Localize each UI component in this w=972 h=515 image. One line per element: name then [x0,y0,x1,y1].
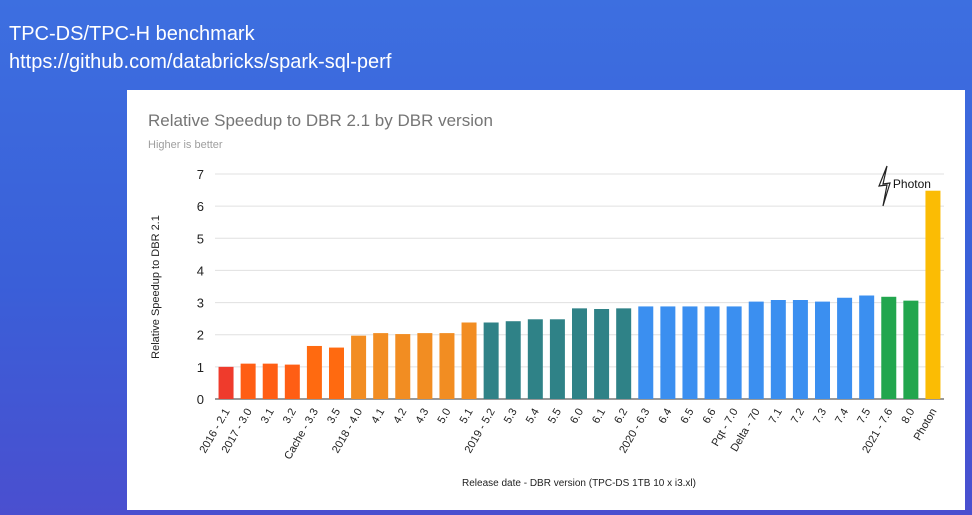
x-tick-label: 4.3 [413,407,431,426]
x-tick-label: 7.3 [811,407,829,426]
bar [329,347,344,399]
x-tick-label: 8.0 [899,407,917,426]
chart-subtitle: Higher is better [148,139,223,151]
bar [660,306,676,399]
slide-header: TPC-DS/TPC-H benchmark https://github.co… [9,20,391,76]
bar [704,306,720,399]
x-tick-label: 5.5 [546,407,564,426]
lightning-bolt-icon [878,165,891,207]
bar [284,364,300,399]
bar [748,301,764,399]
x-tick-label: 7.5 [855,407,873,426]
x-tick-label: 5.0 [436,407,454,426]
x-tick-label: 5.4 [524,407,542,426]
x-tick-label: 6.0 [568,407,586,426]
bar [549,319,565,399]
y-tick-label: 0 [197,392,204,407]
slide-title-line-2: https://github.com/databricks/spark-sql-… [9,51,392,73]
bar [572,308,587,399]
bar [351,335,367,399]
bar [792,300,808,399]
x-tick-label: 7.1 [767,407,785,426]
y-tick-label: 1 [197,360,204,375]
bar [638,306,654,399]
bar [527,319,543,399]
bar [682,306,698,399]
bar [461,322,477,399]
bar [262,363,278,399]
bar [903,300,919,399]
y-tick-label: 3 [197,296,204,311]
bar [594,309,610,399]
bar [770,300,786,399]
slide-title-line-1: TPC-DS/TPC-H benchmark [9,23,255,45]
bar [837,297,853,399]
bar [616,308,632,399]
bar [240,363,256,399]
y-tick-label: 5 [197,231,204,246]
y-tick-label: 6 [197,199,204,214]
bar [881,296,897,399]
x-tick-label: 7.2 [789,407,807,426]
bar [859,295,875,399]
watermark-text: @稀土掘金技术社区 [822,484,958,502]
x-tick-label: 6.6 [701,407,719,426]
chart-card: Relative Speedup to DBR 2.1 by DBR versi… [127,90,965,510]
x-tick-label: 5.1 [458,407,476,426]
y-tick-label: 2 [197,328,204,343]
x-tick-label: 6.2 [612,407,630,426]
bar [417,333,433,399]
chart-title: Relative Speedup to DBR 2.1 by DBR versi… [148,111,493,130]
x-tick-label: 6.1 [590,407,608,426]
bar [726,306,742,399]
x-tick-label: 5.3 [502,407,520,426]
x-tick-label: 6.4 [656,407,674,426]
x-tick-label: 4.1 [369,407,387,426]
bar [373,333,389,399]
bar [439,333,455,399]
bar [395,334,411,399]
bar [925,190,941,399]
bar [505,321,521,399]
y-tick-label: 4 [197,263,204,278]
bar [306,345,322,399]
x-tick-label: 4.2 [391,407,409,426]
x-tick-label: 3.1 [259,407,277,426]
x-tick-label: 3.2 [281,407,299,426]
bar [483,322,499,399]
x-tick-label: 6.5 [679,407,697,426]
y-axis-title: Relative Speedup to DBR 2.1 [150,215,162,359]
bar [815,301,830,399]
y-tick-label: 7 [197,167,204,182]
x-tick-label: 3.5 [325,407,343,426]
photon-annotation: Photon [893,177,931,191]
bar [218,366,234,399]
x-tick-label: 7.4 [833,407,851,426]
x-axis-title: Release date - DBR version (TPC-DS 1TB 1… [462,478,696,489]
